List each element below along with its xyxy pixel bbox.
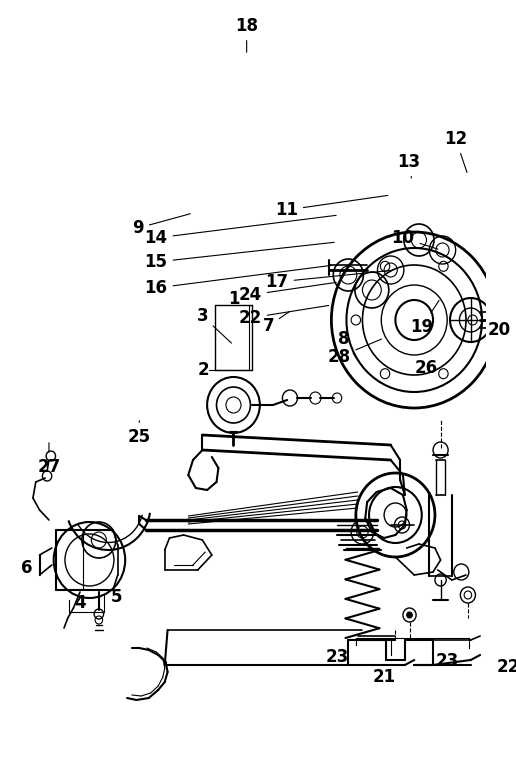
Text: 23: 23 — [326, 648, 349, 666]
Text: 9: 9 — [133, 214, 190, 237]
Text: 25: 25 — [128, 421, 151, 446]
Text: 14: 14 — [144, 215, 336, 247]
Text: 5: 5 — [111, 588, 123, 606]
Text: 18: 18 — [235, 17, 258, 53]
Text: 7: 7 — [263, 311, 289, 335]
Text: 16: 16 — [144, 266, 331, 297]
Text: 15: 15 — [144, 242, 334, 271]
Circle shape — [407, 612, 412, 618]
Text: 21: 21 — [373, 668, 396, 686]
Text: 13: 13 — [397, 153, 421, 178]
Text: 10: 10 — [392, 229, 438, 249]
Text: 17: 17 — [265, 270, 393, 291]
Text: 3: 3 — [197, 307, 232, 343]
Text: 24: 24 — [238, 282, 336, 304]
Text: 12: 12 — [444, 130, 467, 173]
Text: 27: 27 — [37, 443, 60, 476]
Text: 2: 2 — [198, 361, 209, 379]
Text: 4: 4 — [74, 594, 86, 612]
Text: 22: 22 — [497, 658, 516, 676]
Text: 26: 26 — [414, 359, 438, 377]
Text: 11: 11 — [275, 196, 388, 219]
Text: 8: 8 — [338, 330, 356, 358]
Text: 20: 20 — [488, 321, 511, 339]
Text: 1: 1 — [228, 290, 239, 308]
Text: 23: 23 — [436, 652, 459, 670]
Text: 22: 22 — [238, 305, 329, 327]
Text: 6: 6 — [22, 559, 33, 577]
Text: 19: 19 — [410, 301, 439, 336]
Text: 28: 28 — [327, 339, 381, 366]
